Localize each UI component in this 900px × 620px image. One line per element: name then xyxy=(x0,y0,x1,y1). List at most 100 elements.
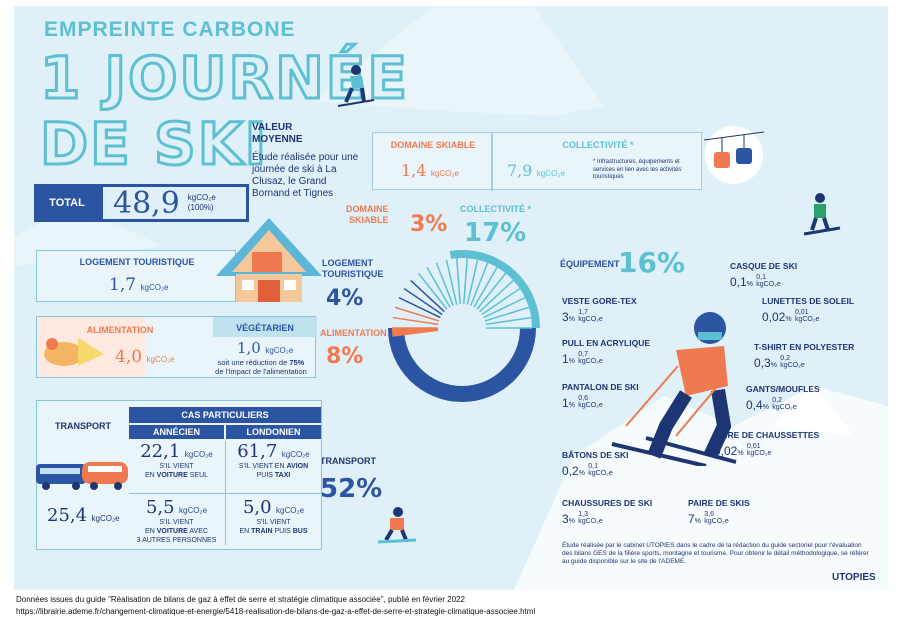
equipement-item-pct: 0,1 xyxy=(730,275,747,289)
logement-pct: 4% xyxy=(326,286,364,311)
equipement-item-value: 1% 0,7 kgCO₂e xyxy=(562,351,603,366)
wheel-spoke xyxy=(466,259,479,305)
wheel-spoke xyxy=(410,279,445,313)
total-value-box: 48,9 kgCO₂e (100%) xyxy=(100,184,249,222)
cell-1a-value: 22,1 xyxy=(140,441,181,462)
big-skier-illustration xyxy=(611,312,737,466)
equipement-item-unit: kgCO₂e xyxy=(578,402,603,409)
wheel-spoke xyxy=(392,316,439,326)
c1a-t1: S'IL VIENT xyxy=(159,463,194,470)
footer-url[interactable]: https://librairie.ademe.fr/changement-cl… xyxy=(16,607,536,616)
equipement-item-pct: 0,4 xyxy=(746,398,763,412)
cell-londonien-train-bus: 5,0 kgCO₂e S'IL VIENT EN TRAIN PUIS BUS xyxy=(226,497,321,536)
equipement-item: PANTALON DE SKI 1% 0,6 kgCO₂e xyxy=(562,382,639,410)
equipement-item-value: 0,02% 0,01 kgCO₂e xyxy=(762,309,820,324)
equipement-item-pct: 7 xyxy=(688,512,695,526)
domaine-value: 1,4 xyxy=(401,161,427,180)
c2a-b: AVION xyxy=(286,463,309,470)
equipement-item: T-SHIRT EN POLYESTER 0,3% 0,2 kgCO₂e xyxy=(754,342,854,370)
cell-1b-text: S'IL VIENT EN VOITURE AVEC 3 AUTRES PERSON… xyxy=(129,518,224,545)
transport-value-group: 25,4 kgCO₂e xyxy=(47,505,120,526)
c2a-b2: TAXI xyxy=(274,472,291,479)
cell-2b-text: S'IL VIENT EN TRAIN PUIS BUS xyxy=(226,518,321,536)
logement-box: LOGEMENT TOURISTIQUE 1,7 kgCO₂e xyxy=(36,250,236,302)
collectivite-pct: 17% xyxy=(464,218,527,248)
equipement-item-kg: 3,6 xyxy=(704,511,714,518)
equipement-item-pct: 0,02 xyxy=(714,444,738,458)
equipement-item-value: 3% 1,7 kgCO₂e xyxy=(562,309,603,324)
transport-label: TRANSPORT xyxy=(55,421,111,431)
wheel-spoke xyxy=(426,267,451,308)
total-unit: kgCO₂e xyxy=(187,193,216,202)
equipement-item-name: T-SHIRT EN POLYESTER xyxy=(754,342,855,352)
wheel-spoke xyxy=(403,287,443,316)
moyenne-label: VALEUR MOYENNE xyxy=(252,122,303,145)
wheel-spoke xyxy=(473,267,498,308)
vegetarien-label: VÉGÉTARIEN xyxy=(236,323,294,333)
c2b-t1: S'IL VIENT xyxy=(256,519,291,526)
equipement-arc xyxy=(449,250,540,329)
wheel-spoke xyxy=(479,279,514,313)
cell-1b-value: 5,5 xyxy=(145,497,175,518)
cas-particuliers-header: CAS PARTICULIERS xyxy=(129,407,321,423)
box-divider xyxy=(491,133,493,191)
logement-value: 1,7 xyxy=(109,275,137,295)
londonien-header: LONDONIEN xyxy=(226,425,321,439)
wheel-spoke xyxy=(470,262,489,306)
snowboarder-bottom-illustration xyxy=(377,507,417,544)
collectivite-value: 7,9 xyxy=(507,161,533,180)
total-label: TOTAL xyxy=(49,197,85,209)
total-unit-group: kgCO₂e (100%) xyxy=(188,193,216,213)
cell-1a-unit: kgCO₂e xyxy=(184,450,213,459)
equipement-item-name: BÂTONS DE SKI xyxy=(562,450,629,460)
c1b-t1: S'IL VIENT xyxy=(159,519,194,526)
alimentation-short-label: ALIMENTATION xyxy=(320,328,387,338)
cell-1b-unit: kgCO₂e xyxy=(179,506,208,515)
wheel-spoke xyxy=(445,259,458,305)
equipement-item-kg: 1,7 xyxy=(578,309,588,316)
cell-2b-unit: kgCO₂e xyxy=(276,506,305,515)
cell-londonien-avion-taxi: 61,7 kgCO₂e S'IL VIENT EN AVION PUIS TAXI xyxy=(226,441,321,480)
equipement-item-unit: kgCO₂e xyxy=(704,518,729,525)
collectivite-unit: kgCO₂e xyxy=(536,169,565,178)
vegetarien-desc-1: soit une réduction de xyxy=(217,358,290,367)
c2b-b: TRAIN xyxy=(251,528,273,535)
collectivite-short-label: COLLECTIVITÉ * xyxy=(460,204,532,214)
c2a-t1: S'IL VIENT EN xyxy=(238,463,287,470)
transport-arc xyxy=(388,328,536,402)
snowboarder-illustration xyxy=(803,193,841,236)
alimentation-wedge xyxy=(392,328,439,337)
equipement-item-value: 3% 1,3 kgCO₂e xyxy=(562,511,603,526)
food-illustration xyxy=(44,338,104,366)
transport-value: 25,4 xyxy=(47,505,88,526)
equipement-item-name: GANTS/MOUFLES xyxy=(746,384,820,394)
vegetarien-desc: soit une réduction de 75% de l'impact de… xyxy=(205,358,317,376)
vegetarien-value-group: 1,0 kgCO₂e xyxy=(237,339,293,358)
total-pct: (100%) xyxy=(187,203,214,212)
vegetarien-desc-bold: 75% xyxy=(289,358,305,367)
equipement-item-kg: 0,6 xyxy=(578,395,588,402)
alimentation-unit: kgCO₂e xyxy=(146,355,175,364)
wheel-spoke xyxy=(417,272,448,310)
equipement-item-kg: 0,01 xyxy=(746,443,761,450)
c1b-t4: 3 AUTRES PERSONNES xyxy=(136,537,217,544)
equipement-item-pct: 1 xyxy=(562,352,569,366)
domaine-short-label: DOMAINE SKIABLE xyxy=(346,204,389,225)
c2a-t2: PUIS xyxy=(256,472,275,479)
domaine-value-group: 1,4 kgCO₂e xyxy=(401,161,459,181)
equipement-item-value: 0,2% 0,1 kgCO₂e xyxy=(562,463,613,478)
transport-unit: kgCO₂e xyxy=(91,514,120,523)
equipement-label: ÉQUIPEMENT xyxy=(560,259,620,269)
vegetarien-desc-2: de l'impact de l'alimentation xyxy=(215,367,307,376)
c2b-t3: PUIS xyxy=(272,528,293,535)
equipement-item-unit: kgCO₂e xyxy=(588,470,613,477)
domaine-label: DOMAINE SKIABLE xyxy=(390,140,476,150)
equipement-pct: 16% xyxy=(618,246,686,279)
wheel-spoke xyxy=(456,258,461,305)
cell-annecien-voiture-4: 5,5 kgCO₂e S'IL VIENT EN VOITURE AVEC 3 AU… xyxy=(129,497,224,545)
equipement-item-name: PAIRE DE SKIS xyxy=(688,498,750,508)
equipement-item-unit: kgCO₂e xyxy=(578,358,603,365)
alimentation-value-group: 4,0 kgCO₂e xyxy=(115,347,175,367)
alimentation-label: ALIMENTATION xyxy=(86,325,154,335)
chalet-illustration xyxy=(216,218,322,302)
